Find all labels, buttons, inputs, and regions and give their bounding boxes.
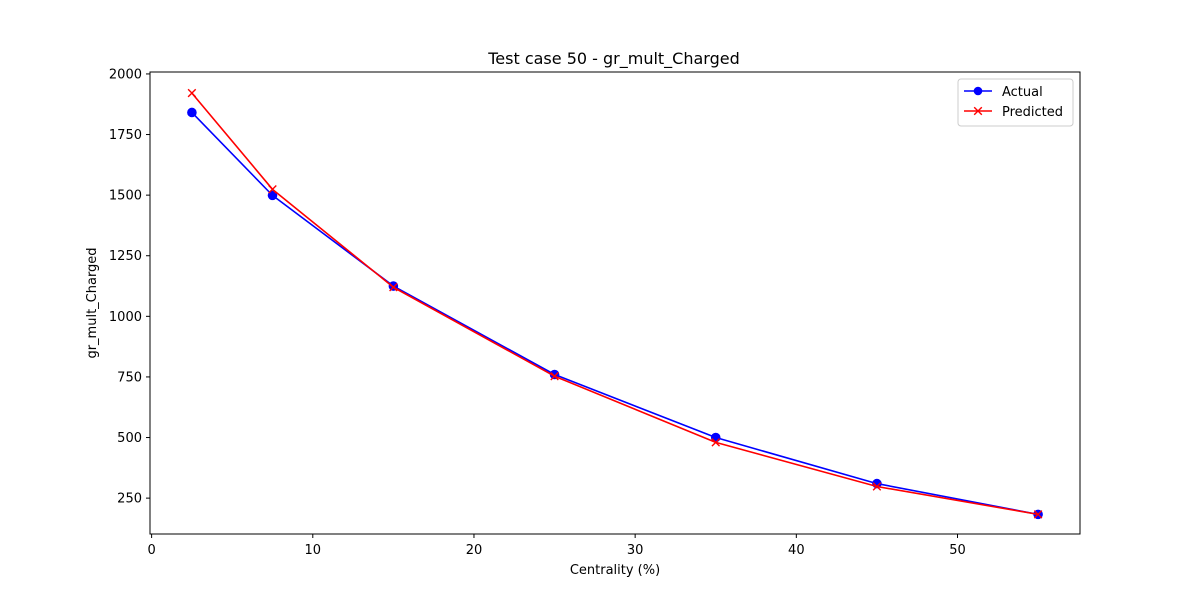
y-axis-label: gr_mult_Charged (85, 247, 100, 358)
x-tick-label: 20 (466, 543, 483, 558)
data-point-predicted (550, 371, 559, 381)
y-tick-label: 1000 (109, 310, 142, 325)
data-point-predicted (711, 438, 721, 447)
axes-frame (149, 71, 1081, 535)
y-tick-label: 1250 (109, 249, 142, 264)
data-point-predicted (872, 482, 882, 491)
chart-title: Test case 50 - gr_mult_Charged (487, 49, 740, 69)
y-tick-label: 1500 (109, 189, 142, 204)
legend: Actual Predicted (957, 78, 1074, 127)
x-axis-ticks: 0 10 20 30 40 50 (147, 534, 966, 558)
x-tick-label: 50 (949, 543, 966, 558)
data-point-predicted (1033, 510, 1043, 519)
legend-label-actual: Actual (1002, 85, 1043, 100)
y-tick-label: 500 (117, 431, 142, 446)
y-tick-label: 1750 (109, 128, 142, 143)
series-layer (187, 88, 1043, 520)
y-tick-label: 250 (117, 492, 142, 507)
y-tick-label: 2000 (109, 67, 142, 82)
x-tick-label: 0 (147, 543, 155, 558)
data-point-actual (187, 107, 197, 118)
x-axis-label: Centrality (%) (570, 563, 660, 578)
legend-marker-actual (973, 86, 983, 96)
x-tick-label: 30 (627, 543, 644, 558)
data-point-predicted (187, 88, 197, 98)
legend-items: Actual Predicted (964, 85, 1063, 120)
data-point-predicted (268, 185, 277, 194)
x-tick-label: 10 (305, 543, 322, 558)
y-axis-ticks: 250 500 750 1000 1250 1500 1750 2000 (109, 67, 150, 507)
y-tick-label: 750 (117, 370, 142, 385)
data-point-actual (267, 190, 278, 201)
legend-marker-predicted (973, 106, 983, 116)
legend-label-predicted: Predicted (1002, 105, 1063, 120)
data-point-predicted (389, 282, 398, 292)
x-tick-label: 40 (788, 543, 805, 558)
plot-area: 0 10 20 30 40 50 250 500 750 1000 1250 1500 1750 200… (109, 67, 1081, 558)
